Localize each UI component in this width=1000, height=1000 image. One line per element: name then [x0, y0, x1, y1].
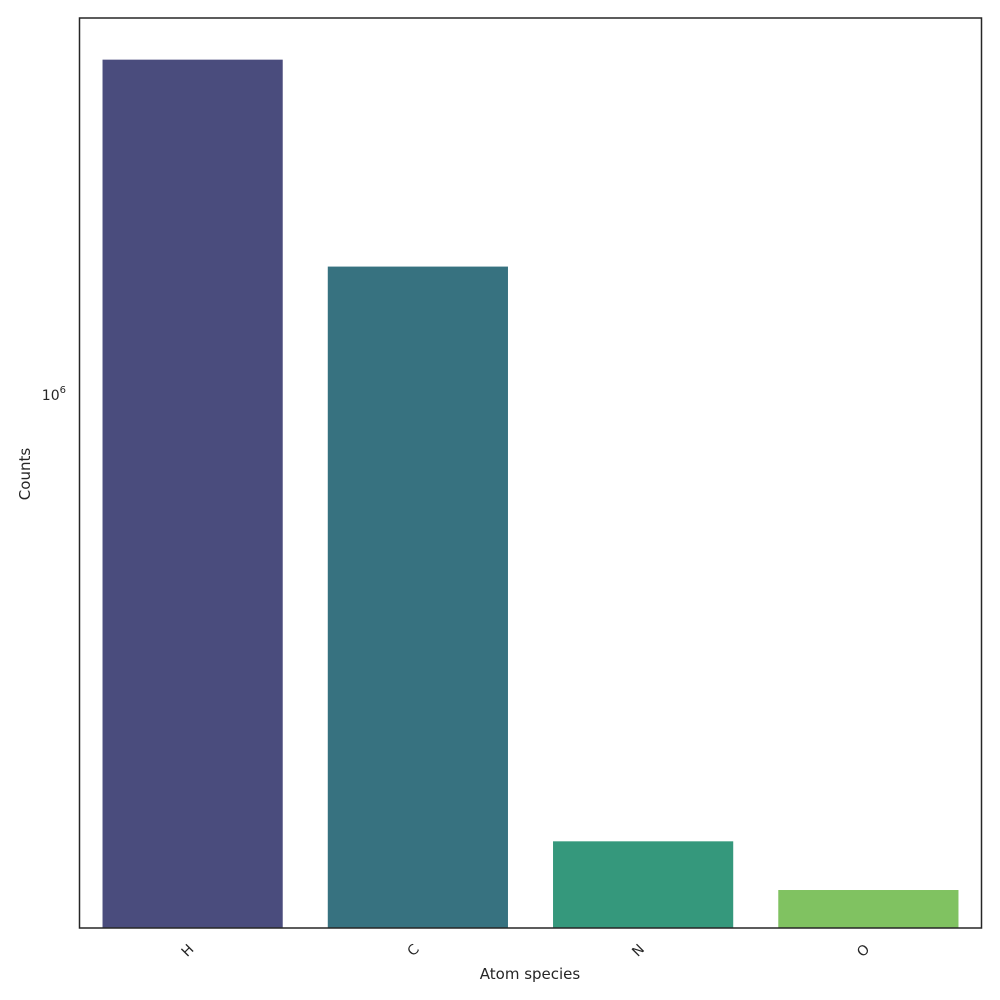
x-tick-label: N: [629, 942, 648, 961]
bar-C: [327, 266, 508, 929]
bar-H: [102, 59, 283, 929]
x-axis-label: Atom species: [480, 965, 581, 983]
bar-N: [553, 841, 734, 928]
x-tick-label: H: [179, 942, 198, 961]
plot-frame: [78, 17, 983, 929]
y-tick-label: 106: [42, 385, 66, 404]
x-tick-label: C: [404, 941, 422, 959]
y-axis-label: Counts: [16, 448, 34, 501]
bar-O: [778, 890, 959, 928]
x-tick-label: O: [854, 942, 873, 961]
